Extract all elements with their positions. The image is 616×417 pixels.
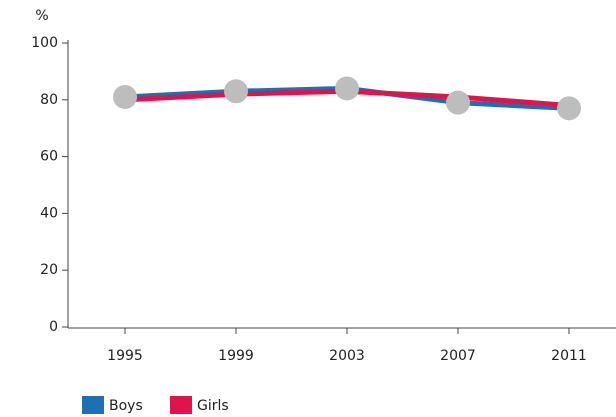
y-axis-label: % — [35, 8, 48, 24]
legend-swatch — [82, 396, 104, 414]
y-tick-label: 60 — [40, 149, 58, 165]
point-marker — [335, 76, 359, 101]
x-tick-label: 2003 — [329, 348, 365, 364]
legend-label: Boys — [109, 398, 143, 414]
y-tick-label: 80 — [40, 92, 58, 108]
x-tick-label: 2007 — [440, 348, 476, 364]
y-tick-label: 0 — [49, 319, 58, 335]
x-tick-label: 2011 — [551, 348, 587, 364]
legend-label: Girls — [197, 398, 229, 414]
point-marker — [224, 79, 248, 104]
y-tick-label: 100 — [31, 35, 58, 51]
x-tick-label: 1999 — [218, 348, 254, 364]
x-tick-label: 1995 — [107, 348, 143, 364]
y-tick-label: 20 — [40, 262, 58, 278]
point-marker — [113, 84, 137, 109]
point-marker — [446, 90, 470, 115]
y-tick-label: 40 — [40, 205, 58, 221]
legend-swatch — [170, 396, 192, 414]
point-marker — [557, 96, 581, 121]
